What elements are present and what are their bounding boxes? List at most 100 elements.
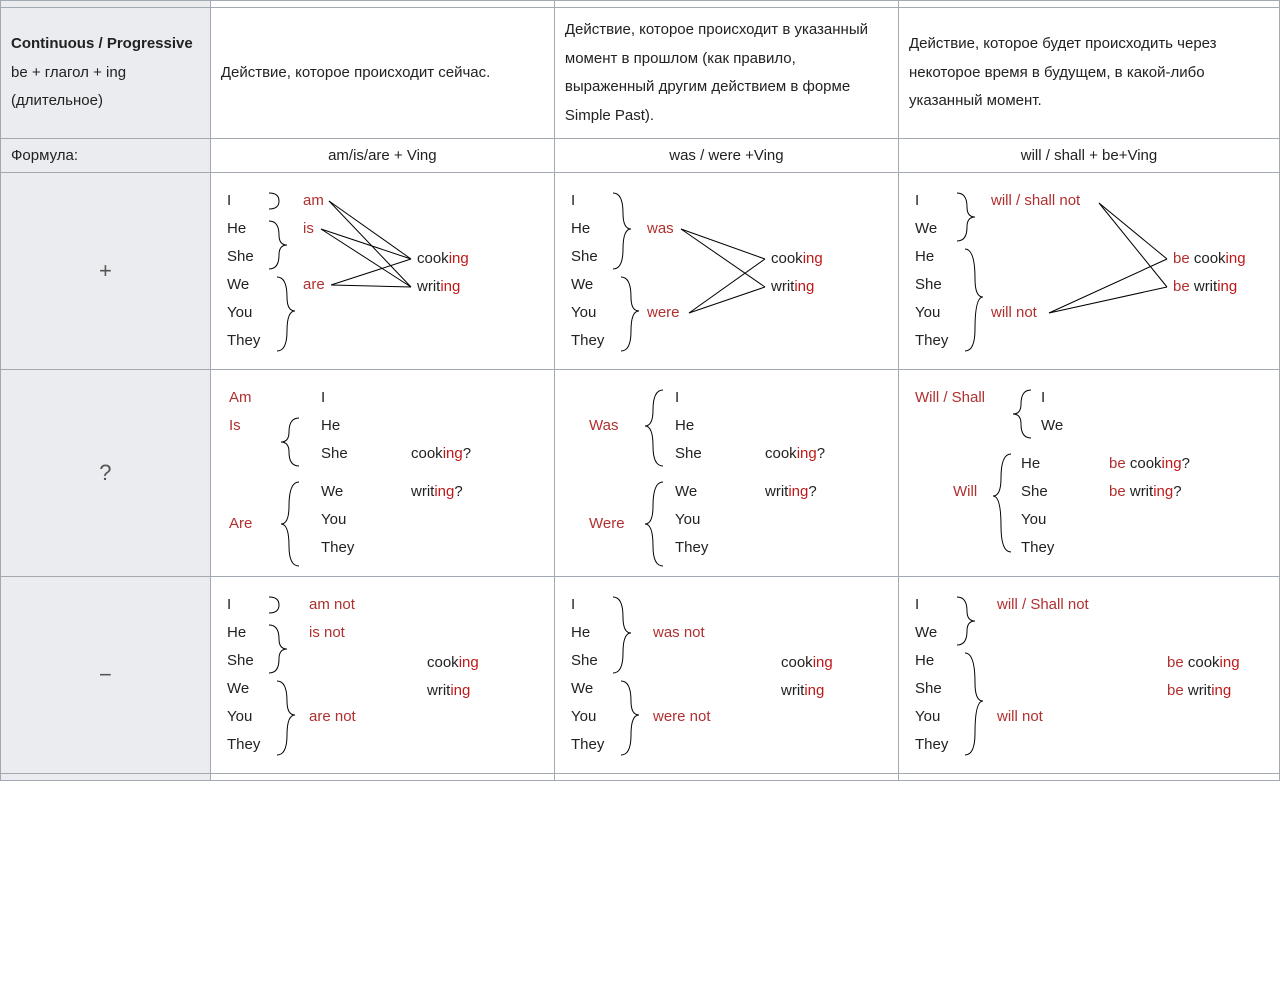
- svg-text:We: We: [915, 220, 937, 237]
- desc-future: Действие, которое будет происходить чере…: [899, 8, 1280, 139]
- svg-text:He: He: [227, 624, 246, 641]
- cell-past-plus: I He She We You They was were cooking wr…: [554, 173, 898, 370]
- svg-text:You: You: [915, 708, 940, 725]
- svg-text:be writing: be writing: [1173, 278, 1237, 295]
- svg-text:We: We: [1041, 417, 1063, 434]
- svg-text:is: is: [303, 220, 314, 237]
- diagram-present-plus: I He She We You They am is are: [221, 181, 531, 361]
- svg-text:She: She: [915, 276, 942, 293]
- svg-text:She: She: [321, 445, 348, 462]
- svg-text:will / Shall not: will / Shall not: [996, 596, 1090, 613]
- svg-text:We: We: [675, 483, 697, 500]
- svg-text:You: You: [571, 304, 596, 321]
- question-row: ? Am Is Are I He She We You They cooking…: [1, 370, 1280, 577]
- svg-text:I: I: [675, 389, 679, 406]
- cell-past-q: Was Were I He She We You They cooking? w…: [554, 370, 898, 577]
- formula-present: am/is/are + Ving: [210, 139, 554, 173]
- svg-text:We: We: [227, 680, 249, 697]
- tense-sub1: be + глагол + ing: [11, 64, 126, 81]
- description-row: Continuous / Progressive be + глагол + i…: [1, 8, 1280, 139]
- svg-text:You: You: [675, 511, 700, 528]
- svg-text:He: He: [571, 624, 590, 641]
- svg-text:cooking: cooking: [771, 250, 823, 267]
- svg-text:will / shall not: will / shall not: [990, 192, 1081, 209]
- diagram-past-neg: I He She We You They was not were not co…: [565, 585, 875, 765]
- svg-text:I: I: [571, 192, 575, 209]
- svg-text:be cooking?: be cooking?: [1109, 455, 1190, 472]
- svg-text:We: We: [321, 483, 343, 500]
- spacer-row: [1, 1, 1280, 8]
- svg-text:am not: am not: [309, 596, 356, 613]
- svg-text:She: She: [1021, 483, 1048, 500]
- svg-text:We: We: [571, 276, 593, 293]
- tense-sub2: (длительное): [11, 92, 103, 109]
- svg-text:They: They: [915, 736, 949, 753]
- svg-text:She: She: [915, 680, 942, 697]
- svg-text:You: You: [227, 708, 252, 725]
- svg-text:She: She: [227, 652, 254, 669]
- diagram-future-plus: I We He She You They will / shall not wi…: [909, 181, 1269, 361]
- svg-text:writing: writing: [416, 278, 460, 295]
- svg-text:cooking?: cooking?: [411, 445, 471, 462]
- svg-text:writing: writing: [780, 682, 824, 699]
- svg-text:They: They: [227, 332, 261, 349]
- tense-table: Continuous / Progressive be + глагол + i…: [0, 0, 1280, 781]
- svg-text:cooking: cooking: [781, 654, 833, 671]
- svg-text:He: He: [1021, 455, 1040, 472]
- svg-text:She: She: [571, 652, 598, 669]
- svg-text:Are: Are: [229, 515, 252, 532]
- svg-text:I: I: [227, 596, 231, 613]
- tense-title: Continuous / Progressive: [11, 35, 193, 52]
- formula-label: Формула:: [1, 139, 211, 173]
- svg-text:was not: was not: [652, 624, 706, 641]
- svg-text:He: He: [571, 220, 590, 237]
- svg-text:be cooking: be cooking: [1173, 250, 1246, 267]
- cell-future-q: Will / Shall I We Will He She You They b…: [899, 370, 1280, 577]
- svg-text:be writing?: be writing?: [1109, 483, 1182, 500]
- svg-text:He: He: [915, 248, 934, 265]
- svg-text:will not: will not: [990, 304, 1038, 321]
- svg-text:Will / Shall: Will / Shall: [915, 389, 985, 406]
- formula-future: will / shall + be+Ving: [899, 139, 1280, 173]
- svg-text:She: She: [227, 248, 254, 265]
- svg-text:I: I: [227, 192, 231, 209]
- svg-text:They: They: [571, 332, 605, 349]
- svg-text:will not: will not: [996, 708, 1044, 725]
- svg-text:She: She: [675, 445, 702, 462]
- svg-text:be writing: be writing: [1167, 682, 1231, 699]
- svg-text:writing: writing: [426, 682, 470, 699]
- diagram-future-neg: I We He She You They will / Shall not wi…: [909, 585, 1269, 765]
- svg-text:Will: Will: [953, 483, 977, 500]
- diagram-past-q: Was Were I He She We You They cooking? w…: [565, 378, 875, 568]
- svg-text:Am: Am: [229, 389, 252, 406]
- svg-text:Were: Were: [589, 515, 625, 532]
- svg-text:Was: Was: [589, 417, 618, 434]
- minus-symbol: −: [1, 577, 211, 774]
- cell-past-neg: I He She We You They was not were not co…: [554, 577, 898, 774]
- svg-text:cooking: cooking: [417, 250, 469, 267]
- svg-text:They: They: [915, 332, 949, 349]
- svg-text:writing?: writing?: [764, 483, 817, 500]
- desc-present: Действие, которое происходит сейчас.: [210, 8, 554, 139]
- svg-text:were not: were not: [652, 708, 711, 725]
- cell-present-plus: I He She We You They am is are: [210, 173, 554, 370]
- svg-text:I: I: [915, 596, 919, 613]
- svg-text:We: We: [571, 680, 593, 697]
- svg-text:I: I: [915, 192, 919, 209]
- svg-text:They: They: [571, 736, 605, 753]
- svg-text:am: am: [303, 192, 324, 209]
- cell-future-plus: I We He She You They will / shall not wi…: [899, 173, 1280, 370]
- svg-text:He: He: [227, 220, 246, 237]
- svg-text:I: I: [321, 389, 325, 406]
- svg-text:are not: are not: [309, 708, 357, 725]
- svg-text:I: I: [1041, 389, 1045, 406]
- svg-text:were: were: [646, 304, 680, 321]
- formula-row: Формула: am/is/are + Ving was / were +Vi…: [1, 139, 1280, 173]
- cell-present-neg: I He She We You They am not is not are n…: [210, 577, 554, 774]
- svg-text:They: They: [321, 539, 355, 556]
- svg-text:are: are: [303, 276, 325, 293]
- affirmative-row: + I He She We You They am is are: [1, 173, 1280, 370]
- svg-text:You: You: [321, 511, 346, 528]
- formula-past: was / were +Ving: [554, 139, 898, 173]
- svg-text:writing: writing: [770, 278, 814, 295]
